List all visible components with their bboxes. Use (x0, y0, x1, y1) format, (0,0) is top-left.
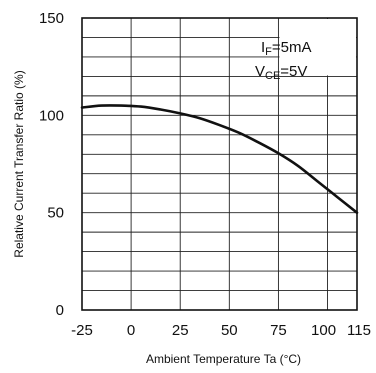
x-tick-label: 100 (311, 322, 336, 339)
plot-frame (81, 17, 358, 311)
condition-vce-text: VCE=5V (255, 63, 307, 82)
x-tick-label: 115 (347, 322, 371, 339)
condition-vce: VCE=5V (255, 63, 307, 82)
x-tick-label: 75 (270, 322, 287, 339)
condition-if-value: =5mA (272, 39, 312, 56)
x-axis-label: Ambient Temperature Ta (°C) (146, 352, 301, 366)
condition-vce-value: =5V (280, 63, 307, 80)
y-tick-labels: 0 50 100 150 (39, 10, 64, 319)
series-line (80, 104, 359, 214)
conditions-box (279, 19, 356, 76)
x-tick-label: -25 (71, 322, 93, 339)
x-tick-label: 50 (221, 322, 238, 339)
condition-vce-sub: CE (265, 70, 280, 82)
x-tick-labels: -25 0 25 50 75 100 115 (71, 322, 371, 339)
condition-vce-main: V (255, 63, 265, 80)
condition-if-text: IF=5mA (261, 39, 312, 58)
x-tick-label: 0 (127, 322, 135, 339)
x-tick-label: 25 (172, 322, 189, 339)
y-tick-label: 100 (39, 107, 64, 124)
condition-if-main: I (261, 39, 265, 56)
condition-if-sub: F (265, 46, 272, 58)
y-axis-label: Relative Current Transfer Ratio (%) (12, 70, 26, 257)
y-tick-label: 150 (39, 10, 64, 27)
y-tick-label: 50 (47, 205, 64, 222)
y-tick-label: 0 (56, 302, 64, 319)
condition-if: IF=5mA (261, 39, 312, 58)
